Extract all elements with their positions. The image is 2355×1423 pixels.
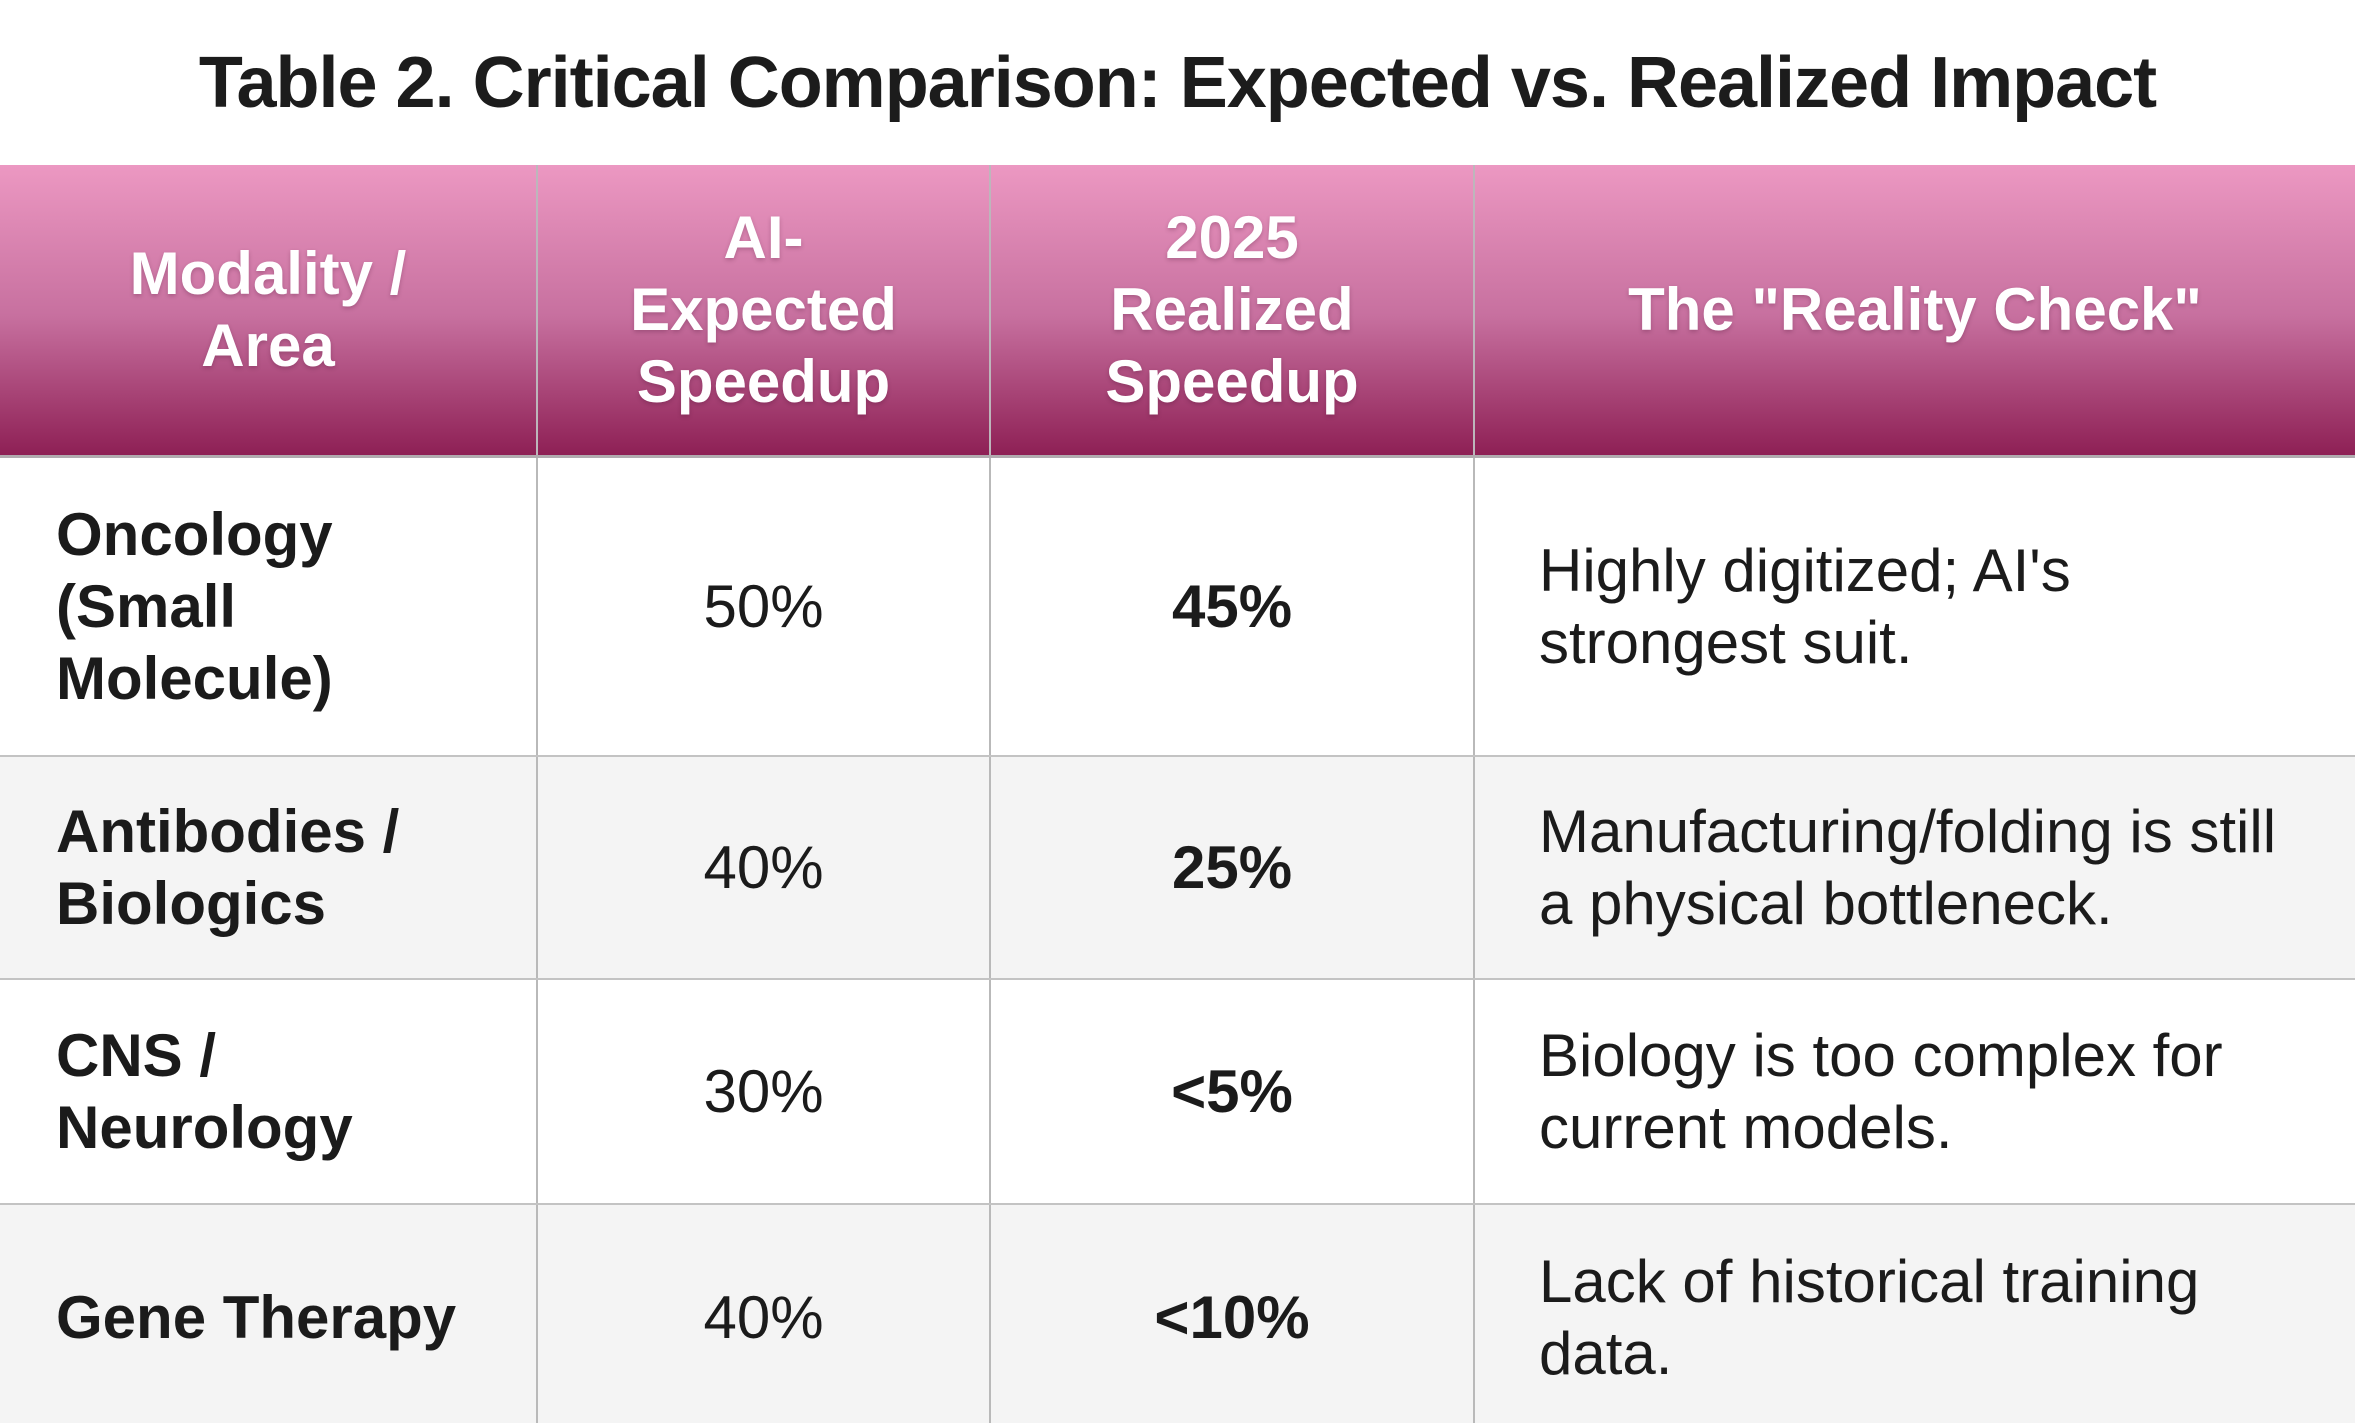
table-header-row: Modality / Area AI- Expected Speedup 202… — [0, 165, 2355, 458]
cell-modality: Oncology (Small Molecule) — [0, 458, 538, 755]
cell-reality-check: Highly digitized; AI's strongest suit. — [1539, 536, 2071, 676]
cell-realized-speedup: <5% — [991, 980, 1475, 1203]
cell-reality-check: Manufacturing/folding is still a physica… — [1539, 797, 2277, 937]
table-row-gene-therapy: Gene Therapy 40% <10% Lack of historical… — [0, 1205, 2355, 1423]
cell-modality: Antibodies / Biologics — [0, 757, 538, 978]
title-bar: Table 2. Critical Comparison: Expected v… — [0, 0, 2355, 165]
table-row-antibodies: Antibodies / Biologics 40% 25% Manufactu… — [0, 757, 2355, 980]
header-cell-reality-check: The "Reality Check" — [1628, 276, 2202, 343]
cell-reality-check: Biology is too complex for current model… — [1539, 1021, 2223, 1161]
cell-reality-check: Lack of historical training data. — [1539, 1247, 2200, 1387]
cell-realized-speedup: 25% — [991, 757, 1475, 978]
cell-expected-speedup: 30% — [538, 980, 991, 1203]
cell-expected-speedup: 50% — [538, 458, 991, 755]
header-cell-realized-speedup: 2025 Realized Speedup — [991, 165, 1475, 455]
header-cell-modality: Modality / Area — [0, 165, 538, 455]
cell-modality: CNS / Neurology — [0, 980, 538, 1203]
cell-expected-speedup: 40% — [538, 1205, 991, 1423]
page-title: Table 2. Critical Comparison: Expected v… — [198, 42, 2157, 123]
cell-realized-speedup: <10% — [991, 1205, 1475, 1423]
table-row-cns: CNS / Neurology 30% <5% Biology is too c… — [0, 980, 2355, 1205]
cell-realized-speedup: 45% — [991, 458, 1475, 755]
table-row-oncology: Oncology (Small Molecule) 50% 45% Highly… — [0, 458, 2355, 757]
header-cell-expected-speedup: AI- Expected Speedup — [538, 165, 991, 455]
cell-expected-speedup: 40% — [538, 757, 991, 978]
cell-modality: Gene Therapy — [0, 1205, 538, 1423]
